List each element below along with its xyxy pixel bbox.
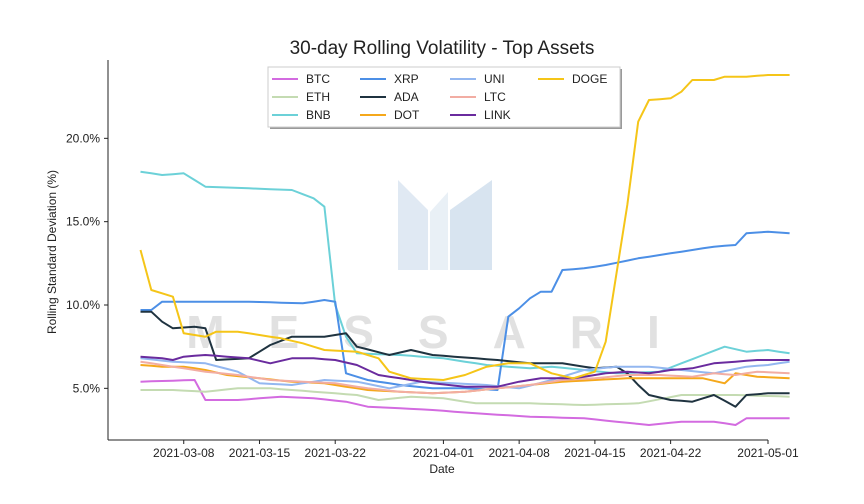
- series-line-btc: [140, 379, 790, 426]
- messari-logo-icon: [398, 180, 492, 270]
- x-tick-label: 2021-04-22: [640, 446, 702, 460]
- y-tick-label: 5.0%: [73, 381, 101, 395]
- legend-label-link: LINK: [484, 108, 511, 122]
- series-line-xrp: [140, 230, 790, 391]
- legend-label-ada: ADA: [394, 90, 419, 104]
- legend-label-xrp: XRP: [394, 72, 419, 86]
- y-tick-label: 20.0%: [66, 131, 100, 145]
- legend-label-bnb: BNB: [306, 108, 331, 122]
- axes: [107, 60, 768, 441]
- y-tick-labels: 5.0% 10.0% 15.0% 20.0%: [66, 131, 108, 395]
- legend-label-btc: BTC: [306, 72, 330, 86]
- legend: BTC ETH BNB XRP ADA DOT UNI LTC LINK DOGE: [267, 66, 622, 129]
- y-axis-label: Rolling Standard Deviation (%): [45, 170, 59, 334]
- x-tick-label: 2021-05-01: [737, 446, 799, 460]
- series-line-bnb: [140, 170, 790, 375]
- x-axis-label: Date: [429, 462, 455, 476]
- x-tick-label: 2021-04-15: [564, 446, 626, 460]
- legend-label-ltc: LTC: [484, 90, 506, 104]
- watermark-text: MESSARI: [186, 306, 704, 358]
- legend-items: BTC ETH BNB XRP ADA DOT UNI LTC LINK DOGE: [272, 72, 607, 122]
- chart-title: 30-day Rolling Volatility - Top Assets: [290, 38, 595, 59]
- x-tick-label: 2021-03-22: [305, 446, 367, 460]
- x-tick-label: 2021-03-15: [229, 446, 291, 460]
- x-tick-labels: 2021-03-08 2021-03-15 2021-03-22 2021-04-01…: [153, 440, 799, 460]
- x-tick-label: 2021-04-01: [413, 446, 475, 460]
- legend-label-dot: DOT: [394, 108, 420, 122]
- series-line-ltc: [140, 360, 790, 395]
- series-line-uni: [140, 357, 790, 390]
- x-tick-label: 2021-04-08: [488, 446, 550, 460]
- legend-label-eth: ETH: [306, 90, 330, 104]
- x-tick-label: 2021-03-08: [153, 446, 215, 460]
- legend-label-uni: UNI: [484, 72, 505, 86]
- y-tick-label: 10.0%: [66, 298, 100, 312]
- series-line-link: [140, 354, 790, 388]
- series-line-eth: [140, 387, 790, 406]
- y-tick-label: 15.0%: [66, 215, 100, 229]
- series-lines: [139, 74, 790, 426]
- legend-label-doge: DOGE: [572, 72, 607, 86]
- legend-box: [267, 66, 621, 128]
- series-line-doge: [139, 74, 790, 381]
